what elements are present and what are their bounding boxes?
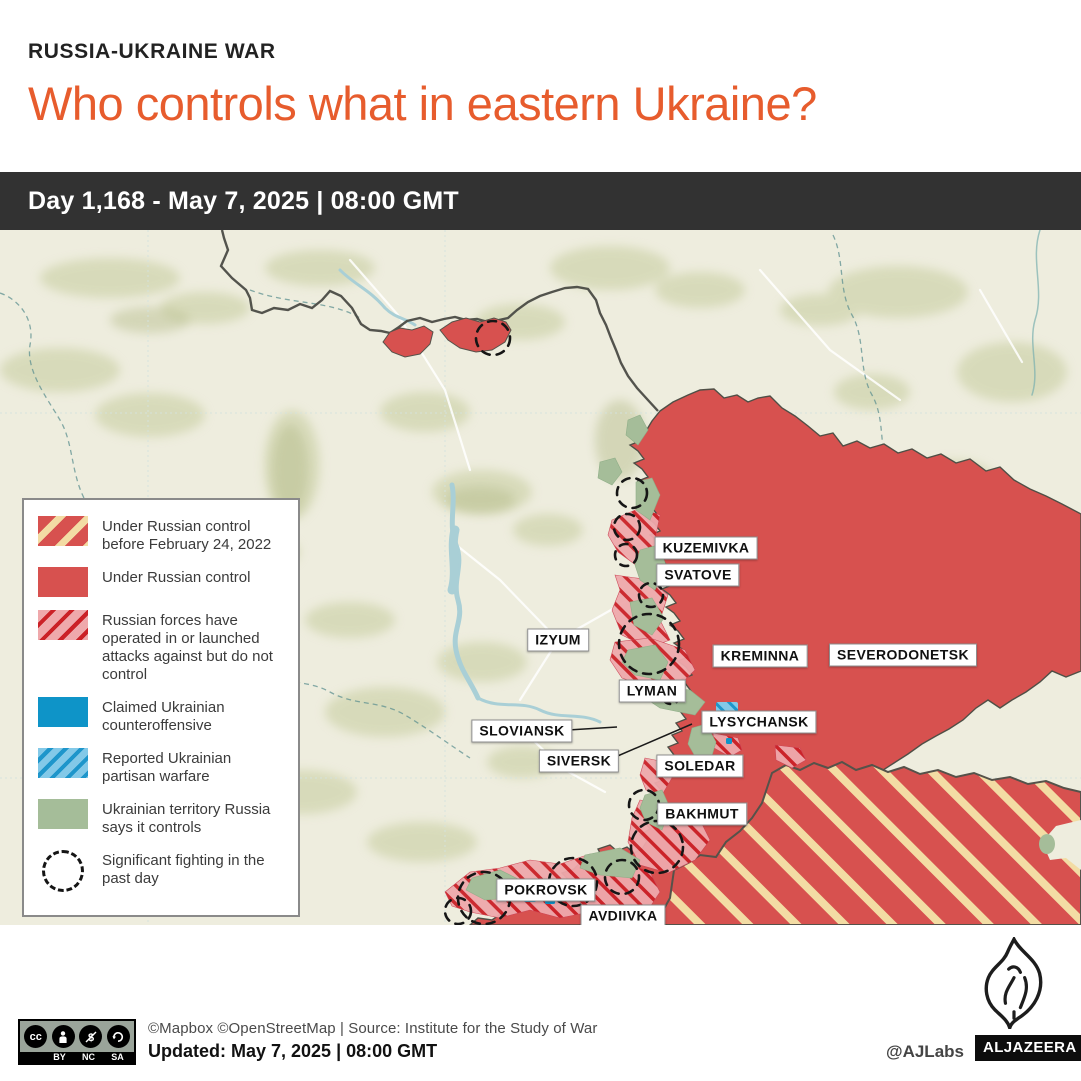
russian-control-north-patches	[382, 317, 512, 358]
legend-row: Ukrainian territory Russia says it contr…	[38, 799, 284, 837]
swatch-ukr-territory-claimed	[38, 799, 88, 829]
international-border	[219, 230, 659, 412]
leader-lines	[567, 723, 693, 759]
swatch-ukr-counteroffensive	[38, 697, 88, 727]
cc-nc-label: NC	[82, 1052, 95, 1062]
cc-license-badge: cc $ BY NC SA	[18, 1019, 136, 1065]
city-label-kreminna: KREMINNA	[712, 644, 808, 668]
city-label-siversk: SIVERSK	[538, 749, 620, 773]
city-label-severodonetsk: SEVERODONETSK	[829, 643, 977, 667]
kicker: RUSSIA-UKRAINE WAR	[28, 40, 276, 63]
city-label-lyman: LYMAN	[618, 679, 686, 703]
cc-nc-icon: $	[79, 1025, 103, 1048]
legend-row: Significant fighting in the past day	[38, 850, 284, 892]
ajlabs-handle: @AJLabs	[886, 1042, 964, 1061]
updated-text: Updated: May 7, 2025 | 08:00 GMT	[148, 1041, 438, 1061]
city-label-avdiivka: AVDIIVKA	[580, 904, 666, 925]
attribution-block: ©Mapbox ©OpenStreetMap | Source: Institu…	[148, 1020, 597, 1062]
cc-by-label: BY	[53, 1052, 66, 1062]
city-label-pokrovsk: POKROVSK	[496, 878, 596, 902]
swatch-ukr-partisan	[38, 748, 88, 778]
cc-icon: cc	[24, 1025, 48, 1048]
aljazeera-logo	[984, 937, 1043, 1029]
cc-sa-label: SA	[111, 1052, 124, 1062]
date-bar: Day 1,168 - May 7, 2025 | 08:00 GMT	[0, 172, 1081, 230]
claimed-territory-notch	[1039, 834, 1055, 854]
swatch-significant-fighting	[42, 850, 84, 892]
city-label-izyum: IZYUM	[527, 628, 589, 652]
footer: cc $ BY NC SA ©Mapbox ©OpenStreetMap | S…	[0, 925, 1081, 1081]
swatch-russian-control	[38, 567, 88, 597]
cc-sa-icon	[106, 1025, 130, 1048]
fighting-circles	[443, 319, 685, 925]
date-bar-text: Day 1,168 - May 7, 2025 | 08:00 GMT	[28, 186, 459, 215]
city-label-sloviansk: SLOVIANSK	[471, 719, 573, 743]
cc-by-icon	[51, 1025, 75, 1048]
city-label-soledar: SOLEDAR	[656, 754, 744, 778]
page-title: Who controls what in eastern Ukraine?	[28, 77, 817, 130]
legend-row: Claimed Ukrainian counteroffensive	[38, 697, 284, 735]
legend-row: Russian forces have operated in or launc…	[38, 610, 284, 684]
city-label-lysychansk: LYSYCHANSK	[701, 710, 817, 734]
legend-row: Reported Ukrainian partisan warfare	[38, 748, 284, 786]
map-notch	[1042, 820, 1081, 870]
legend-row: Under Russian control	[38, 567, 284, 597]
attribution-text: ©Mapbox ©OpenStreetMap | Source: Institu…	[148, 1020, 598, 1037]
city-label-bakhmut: BAKHMUT	[657, 802, 747, 826]
legend-row: Under Russian control before February 24…	[38, 516, 284, 554]
svg-text:$: $	[88, 1032, 94, 1044]
russian-pre2022-region	[654, 760, 1081, 925]
map-legend: Under Russian control before February 24…	[22, 498, 300, 917]
aljazeera-wordmark: ALJAZEERA	[975, 1035, 1081, 1061]
map: KUZEMIVKA SVATOVE IZYUM KREMINNA SEVEROD…	[0, 230, 1081, 925]
city-label-kuzemivka: KUZEMIVKA	[654, 536, 758, 560]
swatch-russian-attacks	[38, 610, 88, 640]
swatch-russian-pre-2022	[38, 516, 88, 546]
city-label-svatove: SVATOVE	[656, 563, 740, 587]
header: RUSSIA-UKRAINE WAR Who controls what in …	[0, 0, 1081, 172]
